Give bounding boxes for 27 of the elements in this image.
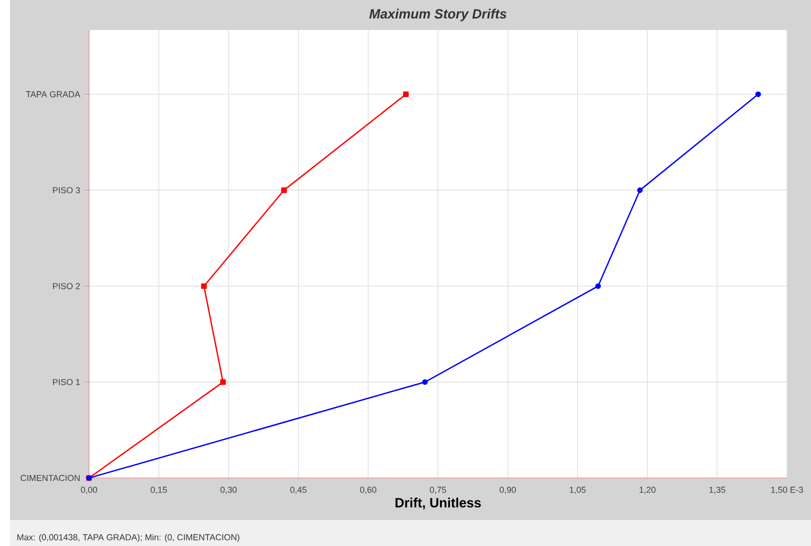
chart-title: Maximum Story Drifts: [369, 8, 506, 21]
y-tick-label: CIMENTACION: [20, 474, 80, 481]
point: [595, 283, 601, 289]
x-axis-title: Drift, Unitless: [396, 497, 481, 510]
x-tick-label: 0,90: [500, 486, 516, 494]
y-tick-label: PISO 1: [53, 378, 80, 385]
x-tick-label: 1,50 E-3: [771, 486, 803, 494]
point: [281, 187, 287, 193]
y-tick-label: PISO 3: [53, 186, 80, 194]
point: [403, 91, 409, 97]
point: [637, 187, 643, 193]
point: [220, 379, 226, 385]
y-tick-label: PISO 2: [53, 282, 80, 289]
point: [755, 91, 761, 97]
point: [422, 379, 428, 385]
x-tick-label: 0,30: [220, 486, 237, 494]
x-tick-label: 1,20: [640, 486, 656, 494]
x-tick-label: 0,75: [430, 486, 446, 494]
y-tick-label: TAPA GRADA: [26, 90, 80, 98]
x-tick-label: 0,45: [290, 486, 306, 494]
x-tick-label: 1,05: [570, 486, 586, 494]
point: [201, 283, 207, 289]
x-tick-label: 1,35: [709, 486, 726, 494]
text: Max: (0,001438, TAPA GRADA); Min: (0, CIMENTACION): [17, 534, 240, 542]
x-tick-label: 0,00: [80, 486, 98, 494]
x-tick-label: 0,15: [150, 486, 167, 494]
x-tick-label: 0,60: [360, 486, 376, 494]
